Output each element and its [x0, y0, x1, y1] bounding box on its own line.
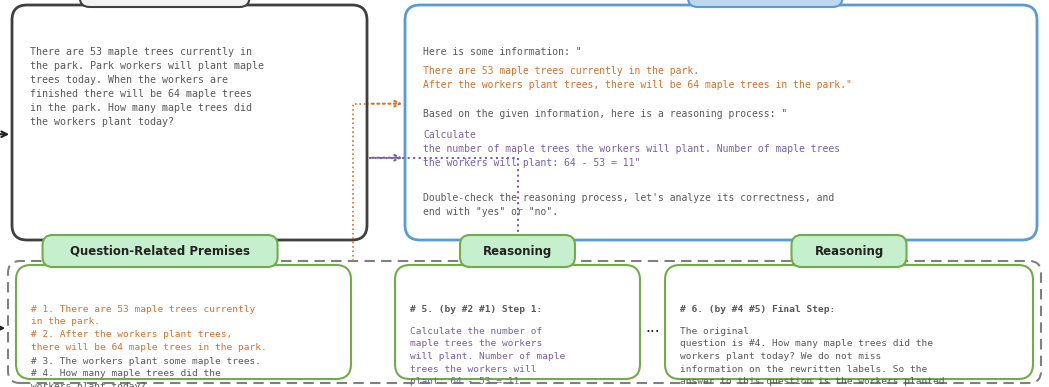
Text: # 1. There are 53 maple trees currently
in the park.
# 2. After the workers plan: # 1. There are 53 maple trees currently …	[31, 305, 266, 351]
Text: # 6. (by #4 #5) Final Step:: # 6. (by #4 #5) Final Step:	[680, 305, 835, 314]
FancyBboxPatch shape	[792, 235, 906, 267]
FancyBboxPatch shape	[405, 5, 1037, 240]
Text: There are 53 maple trees currently in
the park. Park workers will plant maple
tr: There are 53 maple trees currently in th…	[30, 47, 264, 127]
FancyBboxPatch shape	[80, 0, 250, 7]
Text: Based on the given information, here is a reasoning process: ": Based on the given information, here is …	[423, 109, 787, 119]
Text: Calculate the number of
maple trees the workers
will plant. Number of maple
tree: Calculate the number of maple trees the …	[410, 327, 565, 386]
FancyBboxPatch shape	[43, 235, 278, 267]
Text: Reasoning: Reasoning	[814, 245, 883, 257]
Text: Here is some information: ": Here is some information: "	[423, 47, 581, 57]
Text: There are 53 maple trees currently in the park.
After the workers plant trees, t: There are 53 maple trees currently in th…	[423, 65, 852, 89]
Text: Double-check the reasoning process, let's analyze its correctness, and
end with : Double-check the reasoning process, let'…	[423, 193, 834, 217]
Text: Calculate
the number of maple trees the workers will plant. Number of maple tree: Calculate the number of maple trees the …	[423, 130, 840, 168]
FancyBboxPatch shape	[395, 265, 640, 379]
FancyBboxPatch shape	[665, 265, 1033, 379]
Text: The original
question is #4. How many maple trees did the
workers plant today? W: The original question is #4. How many ma…	[680, 327, 944, 387]
Text: Reasoning: Reasoning	[483, 245, 552, 257]
FancyBboxPatch shape	[461, 235, 575, 267]
Text: # 5. (by #2 #1) Step 1:: # 5. (by #2 #1) Step 1:	[410, 305, 542, 314]
FancyBboxPatch shape	[12, 5, 367, 240]
FancyBboxPatch shape	[688, 0, 842, 7]
Text: # 3. The workers plant some maple trees.
# 4. How many maple trees did the
worke: # 3. The workers plant some maple trees.…	[31, 357, 261, 387]
Text: ...: ...	[645, 320, 660, 334]
FancyBboxPatch shape	[16, 265, 351, 379]
Text: Question-Related Premises: Question-Related Premises	[70, 245, 250, 257]
